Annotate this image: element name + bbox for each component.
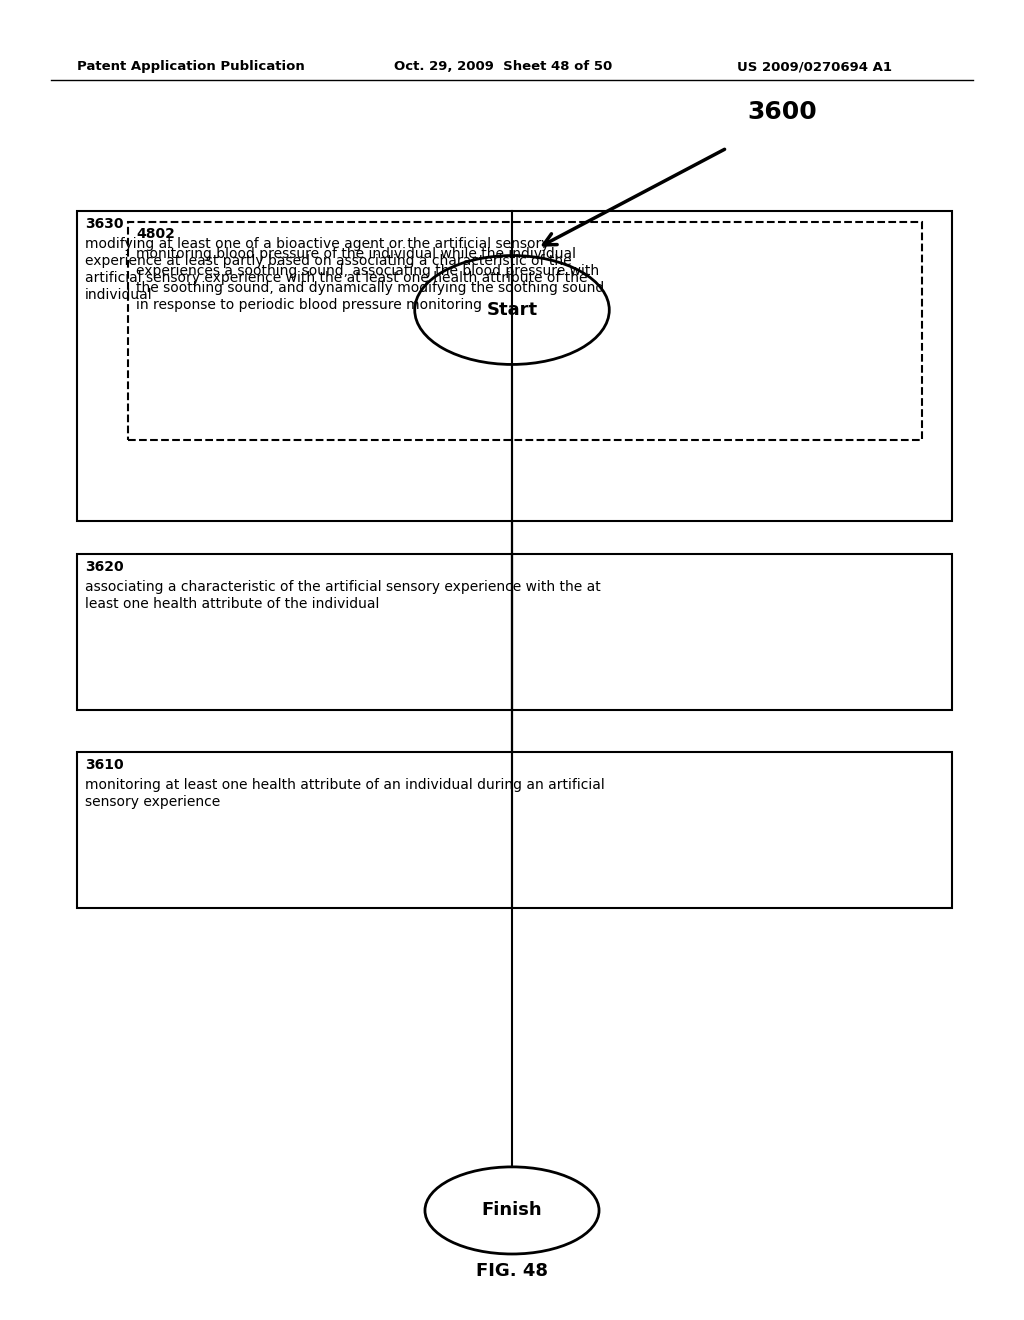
Bar: [128, 222, 922, 440]
Bar: [77, 554, 952, 710]
Text: US 2009/0270694 A1: US 2009/0270694 A1: [737, 59, 892, 73]
Text: sensory experience: sensory experience: [85, 796, 220, 809]
Text: associating a characteristic of the artificial sensory experience with the at: associating a characteristic of the arti…: [85, 581, 600, 594]
Text: 3620: 3620: [85, 561, 124, 574]
Text: in response to periodic blood pressure monitoring: in response to periodic blood pressure m…: [136, 298, 482, 312]
Text: Oct. 29, 2009  Sheet 48 of 50: Oct. 29, 2009 Sheet 48 of 50: [394, 59, 612, 73]
Text: individual: individual: [85, 288, 153, 302]
Text: Finish: Finish: [481, 1201, 543, 1220]
Text: Patent Application Publication: Patent Application Publication: [77, 59, 304, 73]
Text: the soothing sound, and dynamically modifying the soothing sound: the soothing sound, and dynamically modi…: [136, 281, 604, 294]
Text: artificial sensory experience with the at least one health attribute of the: artificial sensory experience with the a…: [85, 271, 588, 285]
Text: experiences a soothing sound, associating the blood pressure with: experiences a soothing sound, associatin…: [136, 264, 599, 277]
Text: experience at least partly based on associating a characteristic of the: experience at least partly based on asso…: [85, 255, 571, 268]
Text: FIG. 48: FIG. 48: [476, 1262, 548, 1280]
Text: monitoring at least one health attribute of an individual during an artificial: monitoring at least one health attribute…: [85, 779, 604, 792]
Text: monitoring blood pressure of the individual while the individual: monitoring blood pressure of the individ…: [136, 247, 575, 261]
Text: 3600: 3600: [748, 100, 817, 124]
Text: least one health attribute of the individual: least one health attribute of the indivi…: [85, 598, 379, 611]
Text: 4802: 4802: [136, 227, 175, 240]
Text: 3610: 3610: [85, 759, 124, 772]
Bar: [77, 211, 952, 521]
Text: modifying at least one of a bioactive agent or the artificial sensory: modifying at least one of a bioactive ag…: [85, 238, 549, 251]
Text: 3630: 3630: [85, 218, 123, 231]
Bar: [77, 752, 952, 908]
Text: Start: Start: [486, 301, 538, 319]
